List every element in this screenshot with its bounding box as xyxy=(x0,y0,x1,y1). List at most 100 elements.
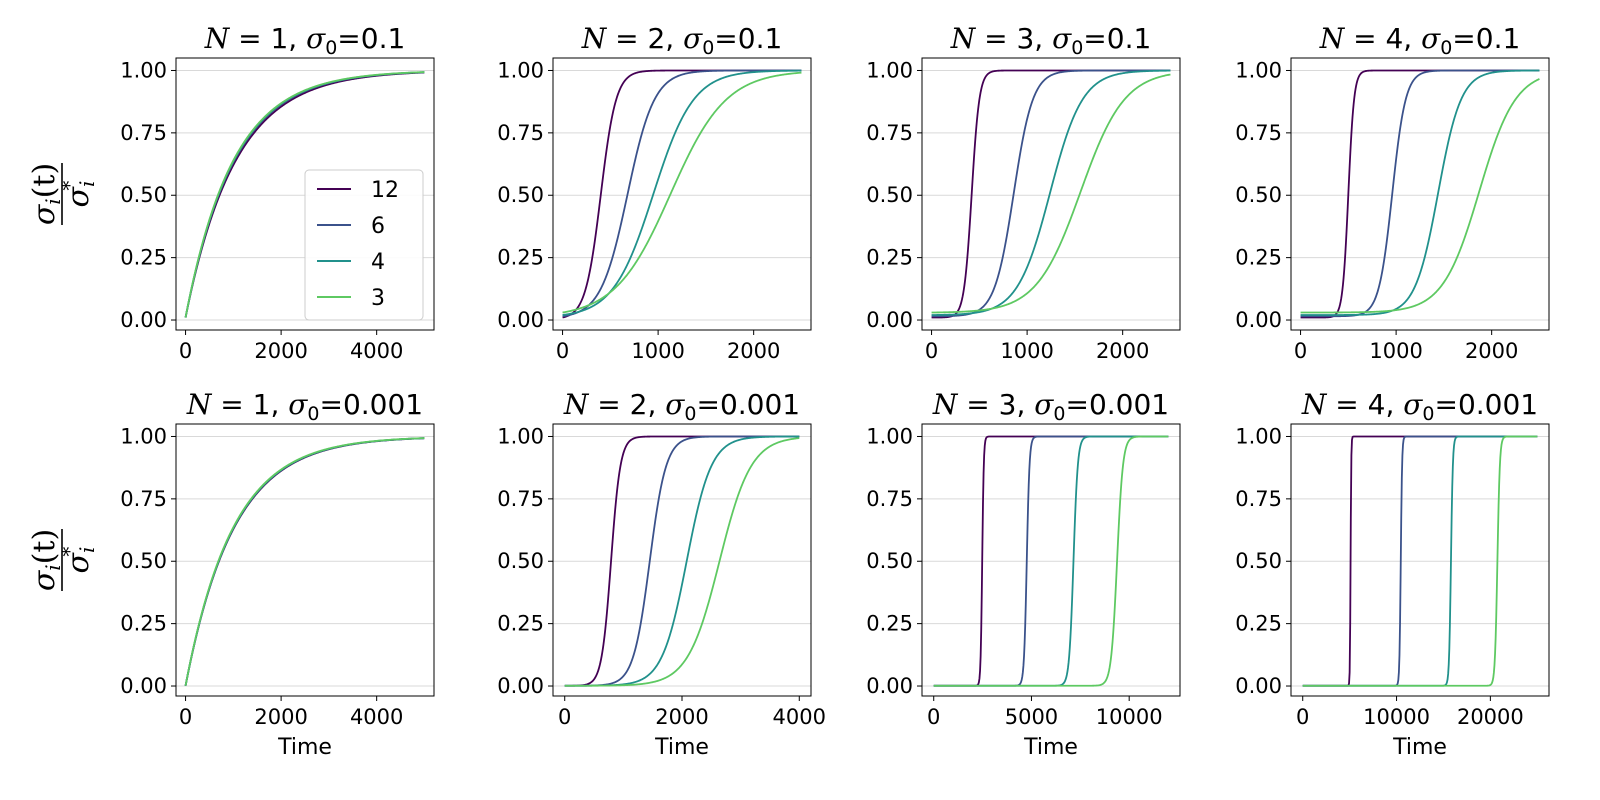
x-tick-label: 2000 xyxy=(254,705,307,729)
legend-label-6: 6 xyxy=(371,214,385,239)
x-tick-label: 20000 xyxy=(1457,705,1524,729)
y-tick-label: 0.50 xyxy=(866,183,913,207)
y-tick-label: 0.75 xyxy=(866,121,913,145)
series-line-3 xyxy=(564,437,800,687)
x-tick-label: 0 xyxy=(925,339,938,363)
panel-title: N = 3, σ0=0.001 xyxy=(932,388,1169,425)
y-tick-label: 0.00 xyxy=(120,308,167,332)
axes-frame xyxy=(921,423,1181,697)
y-tick-label: 0.00 xyxy=(1235,308,1282,332)
y-tick-label: 0.25 xyxy=(1235,612,1282,636)
x-tick-label: 0 xyxy=(927,705,940,729)
y-tick-label: 1.00 xyxy=(120,58,167,82)
axes-frame xyxy=(175,57,435,331)
panel-2: 0.00 0.25 0.50 0.75 1.00 0 1000 2000 N = 2, σ0=0… xyxy=(497,22,812,363)
series-line-3 xyxy=(1300,78,1540,314)
panel-3: 0.00 0.25 0.50 0.75 1.00 0 1000 2000 N = 3, σ0=0… xyxy=(866,22,1181,363)
y-axis-label-row-2: σi(t) σi* xyxy=(27,529,99,591)
y-tick-label: 0.00 xyxy=(120,674,167,698)
y-tick-label: 1.00 xyxy=(866,424,913,448)
x-tick-label: 2000 xyxy=(727,339,780,363)
panel-title: N = 4, σ0=0.1 xyxy=(1319,22,1521,59)
y-tick-label: 0.50 xyxy=(120,183,167,207)
y-tick-label: 0.00 xyxy=(1235,674,1282,698)
y-tick-label: 0.00 xyxy=(866,308,913,332)
y-axis-label-row-1: σi(t) σi* xyxy=(27,163,99,225)
x-tick-label: 0 xyxy=(179,705,192,729)
y-tick-label: 1.00 xyxy=(1235,58,1282,82)
axes-frame xyxy=(921,57,1181,331)
y-tick-label: 0.00 xyxy=(866,674,913,698)
x-tick-label: 2000 xyxy=(1096,339,1149,363)
y-tick-label: 0.75 xyxy=(497,121,544,145)
x-tick-label: 0 xyxy=(179,339,192,363)
y-tick-label: 0.25 xyxy=(866,612,913,636)
panel-title: N = 2, σ0=0.001 xyxy=(563,388,800,425)
y-tick-label: 1.00 xyxy=(120,424,167,448)
series-line-3 xyxy=(931,73,1171,314)
x-tick-label: 1000 xyxy=(631,339,684,363)
y-tick-label: 0.75 xyxy=(497,487,544,511)
series-line-3 xyxy=(184,71,425,318)
y-label-denominator: σi* xyxy=(57,547,99,574)
y-label-numerator: σi(t) xyxy=(27,163,65,225)
series-line-6 xyxy=(562,69,802,318)
axes-frame xyxy=(175,423,435,697)
x-axis-label: Time xyxy=(654,735,709,760)
y-label-denominator: σi* xyxy=(57,181,99,208)
panel-7: 0.00 0.25 0.50 0.75 1.00 0 5000 10000 N = 3, σ0=… xyxy=(866,388,1181,760)
panel-5: 0.00 0.25 0.50 0.75 1.00 0 2000 4000 N = 1, σ0=0… xyxy=(120,388,435,760)
legend-label-12: 12 xyxy=(371,178,399,203)
series-line-4 xyxy=(562,69,802,316)
panel-8: 0.00 0.25 0.50 0.75 1.00 0 10000 20000 N = 4, σ0… xyxy=(1235,388,1550,760)
y-tick-label: 0.25 xyxy=(497,612,544,636)
panel-title: N = 1, σ0=0.1 xyxy=(204,22,406,59)
panel-1: 0.00 0.25 0.50 0.75 1.00 0 2000 4000 N = 1, σ0=0… xyxy=(120,22,435,363)
legend-box xyxy=(304,169,424,321)
panel-title: N = 4, σ0=0.001 xyxy=(1301,388,1538,425)
y-axis-labels: σi(t) σi*σi(t) σi* xyxy=(27,163,99,591)
series-line-3 xyxy=(1302,435,1538,687)
x-axis-label: Time xyxy=(277,735,332,760)
x-tick-label: 2000 xyxy=(1465,339,1518,363)
panel-title: N = 1, σ0=0.001 xyxy=(186,388,423,425)
axes-frame xyxy=(1290,423,1550,697)
x-tick-label: 5000 xyxy=(1005,705,1058,729)
y-tick-label: 0.50 xyxy=(1235,183,1282,207)
y-tick-label: 0.75 xyxy=(866,487,913,511)
x-tick-label: 2000 xyxy=(655,705,708,729)
y-tick-label: 0.25 xyxy=(120,246,167,270)
y-tick-label: 0.00 xyxy=(497,308,544,332)
y-tick-label: 0.25 xyxy=(497,246,544,270)
panel-title: N = 2, σ0=0.1 xyxy=(581,22,783,59)
y-tick-label: 0.50 xyxy=(497,183,544,207)
x-tick-label: 10000 xyxy=(1096,705,1163,729)
y-tick-label: 0.00 xyxy=(497,674,544,698)
y-tick-label: 0.50 xyxy=(866,549,913,573)
x-axis-label: Time xyxy=(1023,735,1078,760)
y-tick-label: 0.25 xyxy=(866,246,913,270)
series-line-3 xyxy=(562,71,802,314)
y-tick-label: 1.00 xyxy=(497,58,544,82)
y-tick-label: 0.75 xyxy=(1235,121,1282,145)
x-axis-label: Time xyxy=(1392,735,1447,760)
x-tick-label: 1000 xyxy=(1369,339,1422,363)
series-line-3 xyxy=(184,437,425,686)
series-line-3 xyxy=(933,435,1169,687)
panel-title: N = 3, σ0=0.1 xyxy=(950,22,1152,59)
y-tick-label: 0.75 xyxy=(120,487,167,511)
panel-6: 0.00 0.25 0.50 0.75 1.00 0 2000 4000 N = 2, σ0=0… xyxy=(497,388,826,760)
axes-frame xyxy=(1290,57,1550,331)
panel-4: 0.00 0.25 0.50 0.75 1.00 0 1000 2000 N = 4, σ0=0… xyxy=(1235,22,1550,363)
y-tick-label: 1.00 xyxy=(1235,424,1282,448)
y-tick-label: 1.00 xyxy=(497,424,544,448)
y-tick-label: 0.75 xyxy=(1235,487,1282,511)
series-line-4 xyxy=(1300,69,1540,316)
x-tick-label: 2000 xyxy=(254,339,307,363)
x-tick-label: 0 xyxy=(1296,705,1309,729)
x-tick-label: 4000 xyxy=(350,705,403,729)
y-tick-label: 0.25 xyxy=(1235,246,1282,270)
y-tick-label: 0.50 xyxy=(120,549,167,573)
y-tick-label: 0.50 xyxy=(1235,549,1282,573)
x-tick-label: 10000 xyxy=(1363,705,1430,729)
